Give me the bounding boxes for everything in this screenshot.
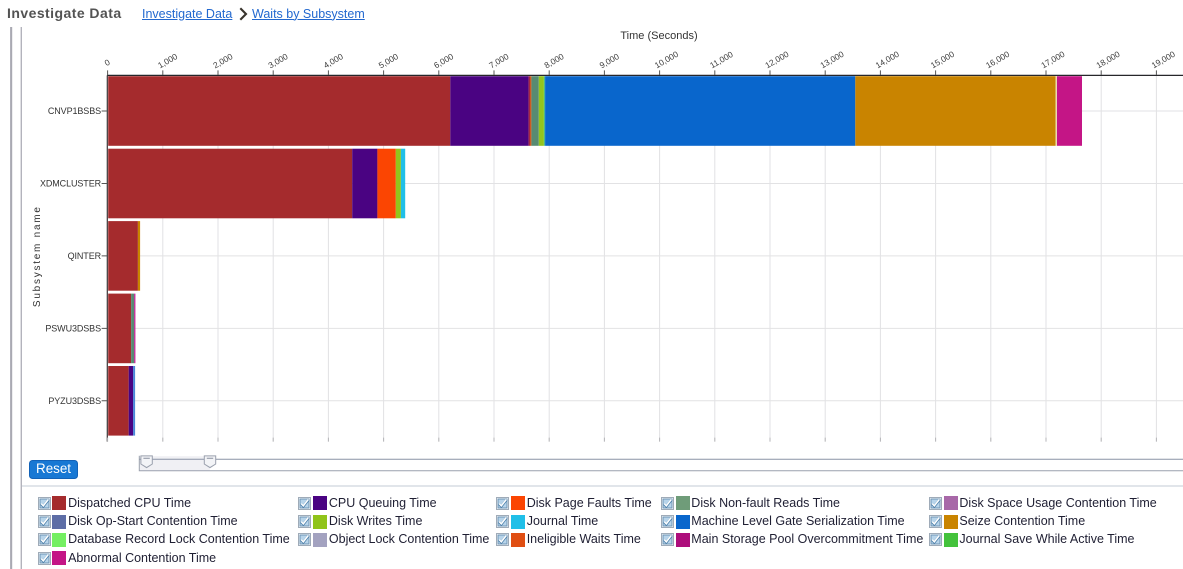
svg-text:12,000: 12,000 <box>763 49 790 71</box>
svg-text:PSWU3DSBS: PSWU3DSBS <box>45 324 101 334</box>
svg-text:17,000: 17,000 <box>1039 49 1066 71</box>
svg-text:2,000: 2,000 <box>211 51 234 70</box>
svg-text:15,000: 15,000 <box>929 49 956 71</box>
svg-text:0: 0 <box>103 57 112 68</box>
svg-text:Subsystem name: Subsystem name <box>32 205 43 307</box>
svg-text:4,000: 4,000 <box>322 51 345 70</box>
svg-text:7,000: 7,000 <box>487 51 510 70</box>
svg-text:14,000: 14,000 <box>874 49 901 71</box>
svg-text:19,000: 19,000 <box>1150 49 1177 71</box>
svg-text:XDMCLUSTER: XDMCLUSTER <box>40 179 102 189</box>
svg-text:10,000: 10,000 <box>653 49 680 71</box>
svg-text:16,000: 16,000 <box>984 49 1011 71</box>
svg-text:5,000: 5,000 <box>377 51 400 70</box>
svg-text:QINTER: QINTER <box>68 251 102 261</box>
svg-text:13,000: 13,000 <box>818 49 845 71</box>
svg-text:9,000: 9,000 <box>598 51 621 70</box>
svg-text:3,000: 3,000 <box>266 51 289 70</box>
svg-text:PYZU3DSBS: PYZU3DSBS <box>48 396 101 406</box>
svg-text:Time (Seconds): Time (Seconds) <box>620 30 697 42</box>
svg-text:CNVP1BSBS: CNVP1BSBS <box>48 106 101 116</box>
svg-text:6,000: 6,000 <box>432 51 455 70</box>
svg-text:18,000: 18,000 <box>1094 49 1121 71</box>
svg-text:11,000: 11,000 <box>708 49 735 70</box>
svg-text:1,000: 1,000 <box>156 51 179 70</box>
svg-text:8,000: 8,000 <box>542 51 565 70</box>
